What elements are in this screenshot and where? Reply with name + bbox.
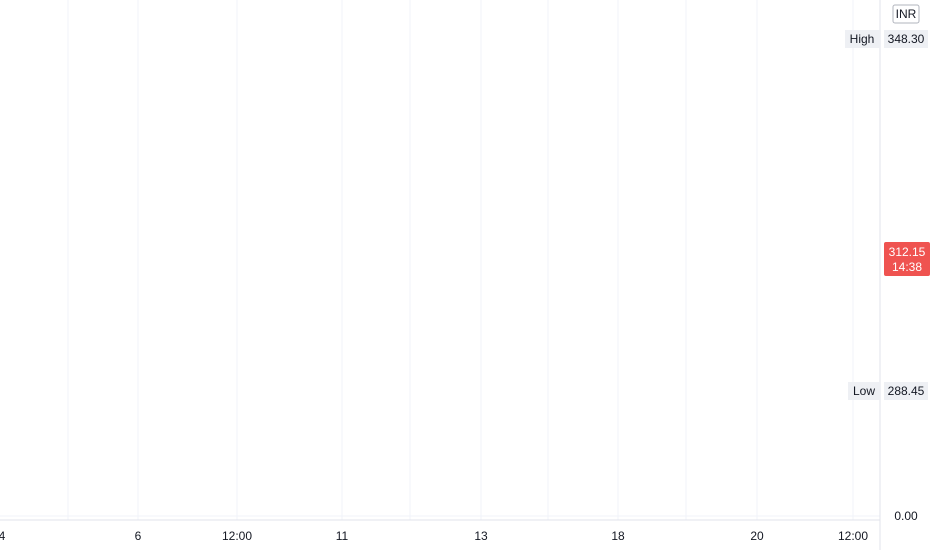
time-tick-label: 20 <box>750 529 764 543</box>
high-value: 348.30 <box>888 32 925 46</box>
low-value: 288.45 <box>888 384 925 398</box>
last-price-value: 312.15 <box>889 245 926 259</box>
time-tick-label: 12:00 <box>222 529 252 543</box>
time-axis[interactable]: 4 6 12:00 11 13 18 20 12:00 <box>0 529 868 543</box>
high-marker: High 348.30 <box>845 30 928 48</box>
time-tick-label: 18 <box>611 529 625 543</box>
currency-label: INR <box>892 4 920 24</box>
time-tick-label: 12:00 <box>838 529 868 543</box>
time-tick-label: 6 <box>135 529 142 543</box>
bar-countdown: 14:38 <box>892 260 922 274</box>
grid <box>0 0 880 520</box>
low-marker: Low 288.45 <box>848 382 928 400</box>
high-label: High <box>850 32 875 46</box>
last-price-tag: 312.15 14:38 <box>884 242 930 276</box>
time-tick-label: 13 <box>474 529 488 543</box>
currency-text: INR <box>896 7 917 21</box>
price-tick-label: 0.00 <box>894 509 918 523</box>
time-tick-label: 11 <box>336 529 349 543</box>
price-axis[interactable]: 340.00330.00320.00300.00280.00350.00290.… <box>888 0 925 523</box>
low-label: Low <box>853 384 875 398</box>
time-tick-label: 4 <box>0 529 6 543</box>
